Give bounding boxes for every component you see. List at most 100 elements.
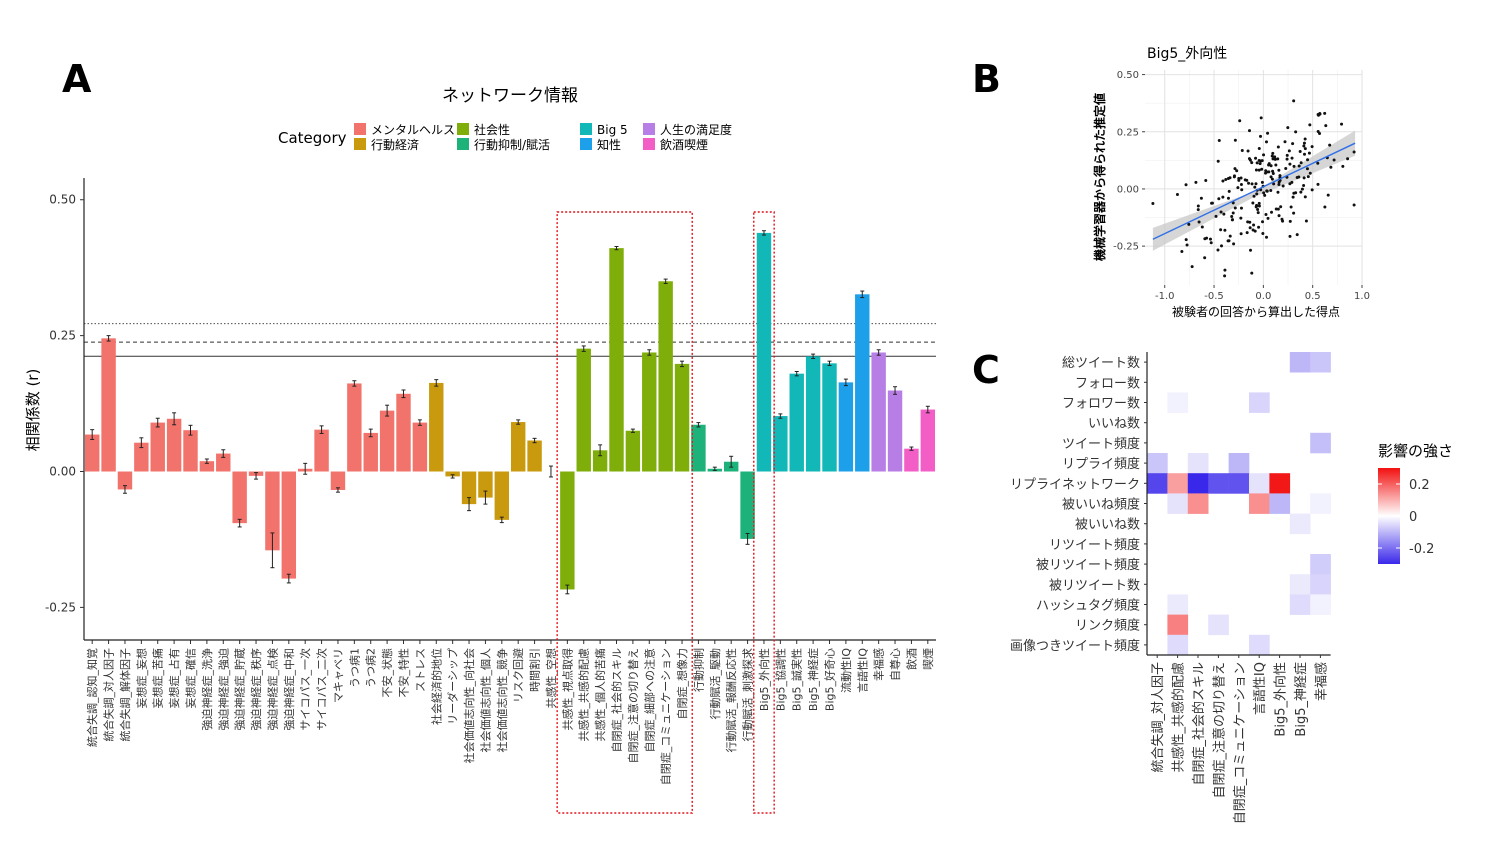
scatter-point [1273,155,1277,159]
scatter-point [1306,175,1310,179]
scatter-point [1264,171,1268,175]
scatter-point [1332,158,1336,162]
colorbar-tick-label: -0.2 [1409,542,1434,557]
scatter-y-label: 機械学習器から得られた推定値 [1092,93,1107,261]
scatter-point [1285,153,1289,157]
scatter-point [1283,140,1287,144]
scatter-point [1185,243,1189,247]
legend-label: Big 5 [597,123,628,137]
x-tick-label: 共感性_共感的配慮 [577,648,591,742]
column-label: 幸福感 [1313,662,1329,701]
scatter-point [1253,185,1257,189]
scatter-point [1290,156,1294,160]
scatter-point [1240,148,1244,152]
heatmap-cell [1228,453,1250,474]
x-tick-label: 強迫神経症_中和 [282,648,296,731]
scatter-point [1209,241,1213,245]
bar [281,471,297,579]
bar [560,471,575,590]
scatter-point [1255,192,1259,196]
scatter-point [1205,236,1209,240]
panel-label-b: B [972,57,1001,101]
scatter-point [1232,242,1236,246]
scatter-point [1257,225,1261,229]
heatmap-cell [1208,614,1229,636]
x-tick-label: -0.5 [1204,291,1224,302]
scatter-point [1200,225,1204,229]
bar [117,471,133,490]
bar [101,338,116,472]
scatter-point [1184,183,1188,187]
scatter-point [1328,143,1332,147]
x-tick-label: 共感性_空想 [544,648,558,709]
heatmap-cell [1228,473,1250,494]
scatter-point [1190,265,1194,269]
scatter-point [1266,216,1270,220]
bar [805,356,821,472]
legend-label: 人生の満足度 [660,122,732,137]
scatter-point [1341,164,1345,168]
bar [642,352,657,472]
heatmap-cell [1167,392,1189,413]
heatmap-cell [1310,594,1331,615]
scatter-point [1316,182,1320,186]
column-label: 自閉症_注意の切り替え [1211,662,1227,799]
x-tick-label: リスク回避 [511,648,525,703]
scatter-point [1278,174,1282,178]
scatter-point [1233,206,1237,210]
column-label: 共感性_共感的配慮 [1171,662,1187,773]
scatter-point [1239,176,1243,180]
scatter-point [1270,154,1274,158]
bar [592,450,608,472]
bar [789,373,804,472]
x-tick-label: ストレス [414,648,427,692]
y-tick-label: -0.25 [1113,242,1139,253]
bar [527,440,542,472]
row-label: 被リツイート数 [1049,578,1140,593]
x-tick-label: Big5_神経症 [806,648,820,711]
scatter-point [1261,231,1265,235]
x-tick-label: 喫煙 [922,648,935,670]
bar [265,471,280,551]
scatter-point [1292,99,1296,103]
bar [887,390,903,472]
scatter-point [1249,248,1253,252]
scatter-point [1257,204,1261,208]
x-tick-label: 統合失調_認知_知覚 [85,648,99,747]
scatter-point [1329,165,1333,169]
row-label: リンク頻度 [1075,618,1140,634]
y-axis-label: 相関係数 (r) [24,369,42,452]
scatter-point [1196,204,1200,208]
scatter-point [1274,207,1278,211]
heatmap: 総ツイート数フォロー数フォロワー数いいね数ツイート頻度リプライ頻度リプライネット… [1010,352,1434,824]
highlight-box [753,211,775,814]
legend-label: メンタルヘルス [371,123,455,137]
heatmap-cell [1147,473,1168,494]
scatter-point [1223,274,1227,278]
x-tick-label: 行動抑制 [691,648,705,692]
column-label: Big5_外向性 [1273,662,1289,737]
scatter-point [1284,166,1288,170]
scatter-point [1265,235,1269,239]
x-tick-label: 不安_特性 [397,648,411,698]
panel-label-a: A [62,57,92,101]
panel-label-c: C [972,348,1000,392]
scatter-point [1340,122,1344,126]
x-tick-label: 自尊心 [888,648,902,681]
scatter-point [1267,162,1271,166]
scatter-point [1250,182,1254,186]
bar [478,471,493,498]
scatter-point [1302,144,1306,148]
scatter-point [1270,210,1274,214]
legend-swatch [643,138,655,150]
scatter-point [1269,164,1273,168]
scatter-point [1263,193,1267,197]
bar [134,442,149,472]
scatter-point [1324,124,1328,128]
heatmap-cell [1269,473,1291,494]
scatter-point [1239,206,1243,210]
scatter-point [1227,239,1231,243]
scatter-point [1204,178,1208,182]
scatter-point [1226,177,1230,181]
